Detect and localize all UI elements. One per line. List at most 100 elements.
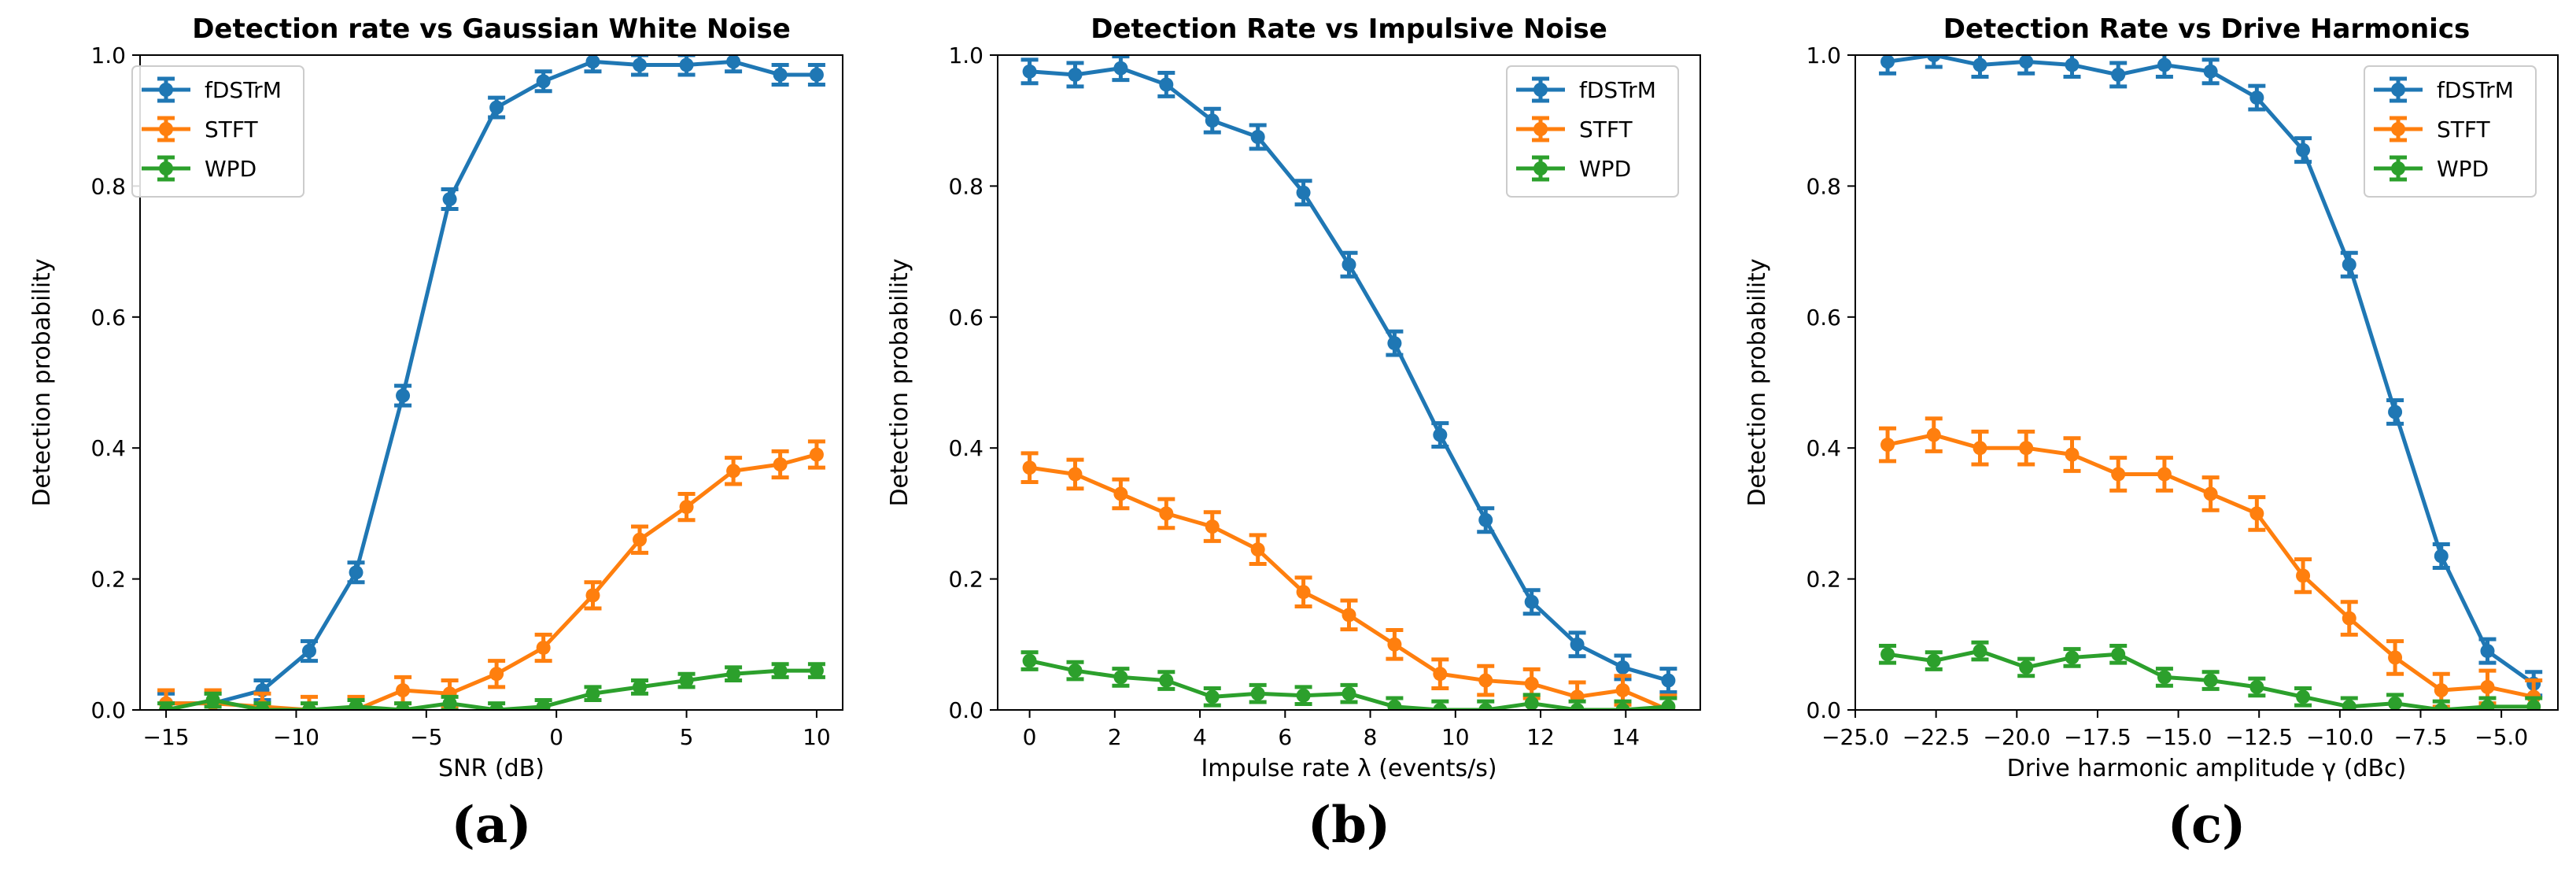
legend-box [2364,65,2537,198]
data-point [2157,670,2172,685]
x-tick-label: −25.0 [1821,724,1889,750]
data-point [2342,699,2356,710]
data-point [1113,486,1128,501]
data-point [1068,67,1083,82]
legend-box [131,65,304,198]
panel-label: (a) [451,796,531,855]
data-point [1022,460,1037,475]
series-WPD [157,662,825,710]
y-tick-label: 0.6 [1806,305,1841,331]
data-point [1973,644,1987,659]
series-STFT [1020,451,1677,710]
legend-marker [2391,161,2405,176]
data-point [205,693,220,708]
panel-2: Detection Rate vs Drive Harmonics −25.0 −2… [1744,13,2559,855]
data-point [1478,673,1493,688]
data-point [2249,679,2264,694]
series-WPD [1020,650,1677,710]
data-point [1387,637,1402,652]
data-point [1159,506,1174,521]
data-point [2203,673,2218,688]
plot-area [1020,55,1677,710]
data-point [1250,130,1265,144]
data-point [2526,699,2541,710]
data-point [809,663,824,678]
data-point [349,565,364,580]
data-point [2065,57,2080,72]
legend-label-fDSTrM: fDSTrM [2437,77,2514,103]
data-point [536,74,551,89]
data-point [585,55,600,69]
y-tick-label: 1.0 [1806,43,1841,68]
legend-box [1506,65,1679,198]
data-point [1022,653,1037,668]
data-point [2157,467,2172,482]
data-point [2203,64,2218,79]
data-point [1205,113,1220,128]
legend-marker [2391,122,2405,136]
data-point [679,673,694,688]
data-point [1478,703,1493,710]
legend-label-STFT: STFT [1579,116,1633,142]
y-tick-label: 0.8 [948,173,984,199]
x-tick-label: −22.5 [1902,724,1970,750]
legend-label-STFT: STFT [2437,116,2490,142]
data-point [1387,699,1402,710]
legend-label-WPD: WPD [1579,156,1631,182]
data-point [1022,64,1037,79]
data-point [1205,519,1220,534]
x-tick-label: −10.0 [2306,724,2374,750]
data-point [2388,405,2403,420]
y-axis-label: Detection probability [886,258,913,506]
data-point [1433,667,1448,682]
data-point [1615,660,1630,675]
data-point [1524,594,1539,609]
data-point [2434,549,2449,564]
x-tick-label: 4 [1193,724,1207,750]
data-point [1250,542,1265,557]
data-point [2388,650,2403,665]
legend-marker [1533,122,1548,136]
y-axis-label: Detection probability [1744,258,1771,506]
data-point [633,57,648,72]
x-tick-label: 2 [1108,724,1122,750]
data-point [1342,257,1356,272]
data-point [1926,653,1941,668]
data-point [2065,447,2080,462]
data-point [809,447,824,462]
data-point [1113,61,1128,76]
x-tick-label: 0 [549,724,563,750]
x-tick-label: −20.0 [1983,724,2050,750]
data-point [1570,637,1585,652]
y-tick-label: 0.2 [90,567,126,593]
data-point [2111,67,2126,82]
x-axis-label: Drive harmonic amplitude γ (dBc) [2007,755,2407,782]
data-point [633,532,648,547]
data-point [396,683,411,698]
x-tick-label: 5 [680,724,694,750]
data-point [726,55,741,69]
y-tick-label: 0.4 [90,435,126,461]
data-point [1296,688,1311,703]
data-point [396,703,411,710]
data-point [255,703,270,710]
x-tick-label: 8 [1364,724,1378,750]
data-point [2019,660,2034,675]
x-tick-label: −15 [143,724,190,750]
legend-marker [159,161,173,176]
x-axis-label: Impulse rate λ (events/s) [1201,755,1497,782]
data-point [2296,568,2311,583]
series-line-WPD [165,668,817,710]
y-tick-label: 0.4 [1806,435,1841,461]
data-point [2249,506,2264,521]
data-point [489,703,504,710]
series-fDSTrM [1020,55,1677,695]
data-point [1661,673,1676,688]
data-point [2296,142,2311,157]
data-point [1973,57,1987,72]
legend-marker [159,122,173,136]
legend-marker [1533,83,1548,97]
data-point [1880,438,1895,453]
y-tick-label: 0.0 [1806,697,1841,723]
data-point [536,699,551,710]
